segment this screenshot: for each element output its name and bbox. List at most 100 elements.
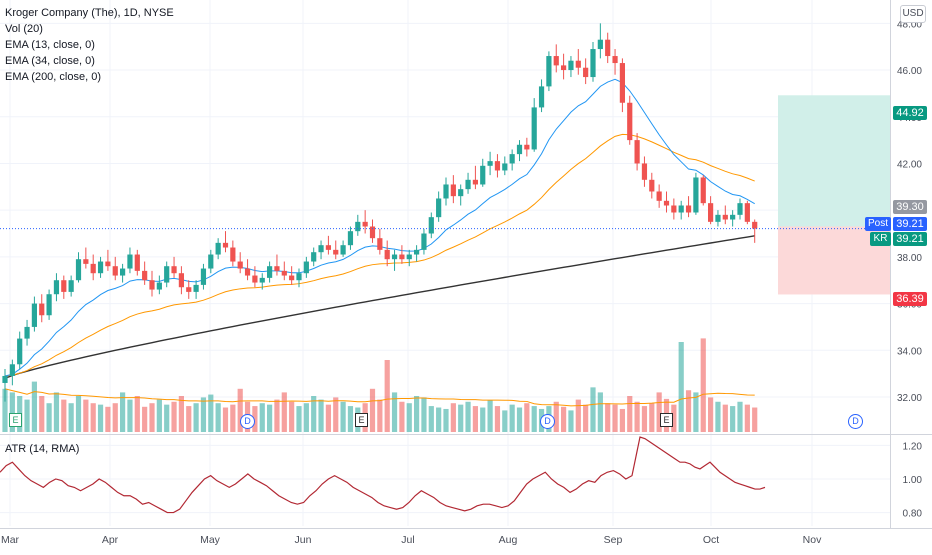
candle-body	[325, 245, 331, 250]
candle-body	[46, 294, 52, 316]
time-tick-label: Nov	[803, 534, 822, 546]
price-tick-label: 32.00	[897, 393, 922, 404]
candle-body	[730, 214, 736, 220]
candle-body	[421, 233, 427, 250]
candle-body	[149, 280, 155, 290]
volume-bar	[384, 360, 390, 432]
candle-body	[274, 266, 280, 271]
volume-bar	[347, 406, 354, 432]
candle-body	[105, 261, 111, 267]
volume-bar	[414, 396, 420, 432]
volume-bar	[737, 401, 743, 432]
candle-body	[296, 273, 302, 281]
volume-bar	[531, 406, 537, 432]
volume-bar	[509, 404, 515, 432]
volume-bar	[715, 401, 721, 432]
price-tick-label: 42.00	[897, 159, 922, 170]
volume-bar	[391, 392, 398, 432]
candle-body	[678, 205, 684, 213]
volume-bar	[369, 388, 376, 432]
candle-body	[575, 60, 581, 68]
target-zone	[778, 95, 890, 227]
volume-bar	[90, 403, 96, 432]
candle-body	[597, 39, 603, 50]
candle-body	[377, 238, 383, 250]
volume-bar	[752, 407, 758, 432]
candle-series	[2, 23, 758, 402]
volume-bar	[53, 392, 60, 432]
candle-body	[619, 63, 625, 103]
ema200-line	[4, 235, 755, 379]
candle-body	[61, 280, 67, 292]
atr-tick-label: 1.20	[903, 441, 923, 452]
volume-bar	[75, 396, 82, 432]
volume-bar	[134, 396, 140, 432]
price-axis: 48.0046.0044.0042.0040.0038.0036.0034.00…	[897, 19, 922, 519]
indicator-ema200-label[interactable]: EMA (200, close, 0)	[5, 71, 101, 83]
volume-bar	[421, 397, 427, 432]
candle-body	[737, 203, 743, 215]
candle-body	[524, 144, 530, 150]
price-tick-label: 34.00	[897, 346, 922, 357]
volume-bar	[597, 392, 603, 432]
candle-body	[744, 203, 750, 222]
candle-body	[612, 56, 618, 64]
post-price-badge: 39.21	[893, 217, 927, 231]
atr-line	[0, 436, 766, 514]
candle-body	[289, 275, 295, 281]
candle-body	[752, 221, 758, 229]
candle-body	[722, 214, 728, 220]
volume-ma-line	[4, 388, 755, 407]
volume-bar	[296, 406, 302, 432]
volume-bar	[68, 403, 74, 432]
candle-body	[516, 144, 523, 155]
dividend-event-icon[interactable]: D	[848, 414, 863, 429]
volume-bar	[46, 403, 52, 432]
volume-bar	[259, 403, 265, 432]
indicator-vol-label[interactable]: Vol (20)	[5, 23, 43, 35]
volume-bar	[561, 406, 567, 432]
candle-body	[259, 277, 265, 283]
volume-bar	[252, 406, 258, 432]
volume-bar	[472, 406, 478, 432]
dividend-event-icon[interactable]: D	[240, 414, 255, 429]
volume-bar	[24, 399, 30, 432]
candle-body	[311, 252, 317, 262]
indicator-atr-label[interactable]: ATR (14, RMA)	[5, 443, 80, 455]
volume-bar	[120, 392, 126, 432]
candle-body	[414, 249, 420, 255]
volume-bar	[2, 388, 8, 432]
volume-bar	[164, 404, 170, 432]
candle-body	[186, 287, 192, 292]
candle-body	[502, 163, 508, 171]
candle-body	[693, 177, 699, 213]
earnings-event-icon[interactable]: E	[355, 413, 368, 427]
volume-bar	[605, 403, 611, 432]
volume-bar	[700, 338, 706, 432]
candle-body	[399, 254, 405, 260]
candle-body	[494, 161, 501, 171]
volume-bar	[406, 403, 412, 432]
candle-body	[480, 165, 486, 185]
symbol-title[interactable]: Kroger Company (The), 1D, NYSE	[5, 7, 174, 19]
entry-price-badge: 39.30	[893, 200, 927, 214]
candle-body	[281, 270, 287, 276]
currency-button[interactable]: USD	[900, 5, 926, 23]
atr-tick-label: 1.00	[903, 475, 923, 486]
volume-bar	[583, 404, 589, 432]
volume-bar	[553, 401, 559, 432]
candle-body	[546, 56, 552, 87]
volume-bar	[516, 407, 523, 432]
earnings-event-icon[interactable]: E	[660, 413, 673, 427]
volume-bar	[171, 401, 177, 432]
dividend-event-icon[interactable]: D	[540, 414, 555, 429]
candle-body	[2, 375, 8, 383]
price-tick-label: 48.00	[897, 19, 922, 30]
candle-body	[641, 163, 648, 180]
volume-bar	[465, 401, 471, 432]
candle-body	[267, 266, 273, 278]
earnings-event-icon[interactable]: E	[9, 413, 22, 427]
indicator-ema13-label[interactable]: EMA (13, close, 0)	[5, 39, 95, 51]
indicator-ema34-label[interactable]: EMA (34, close, 0)	[5, 55, 95, 67]
